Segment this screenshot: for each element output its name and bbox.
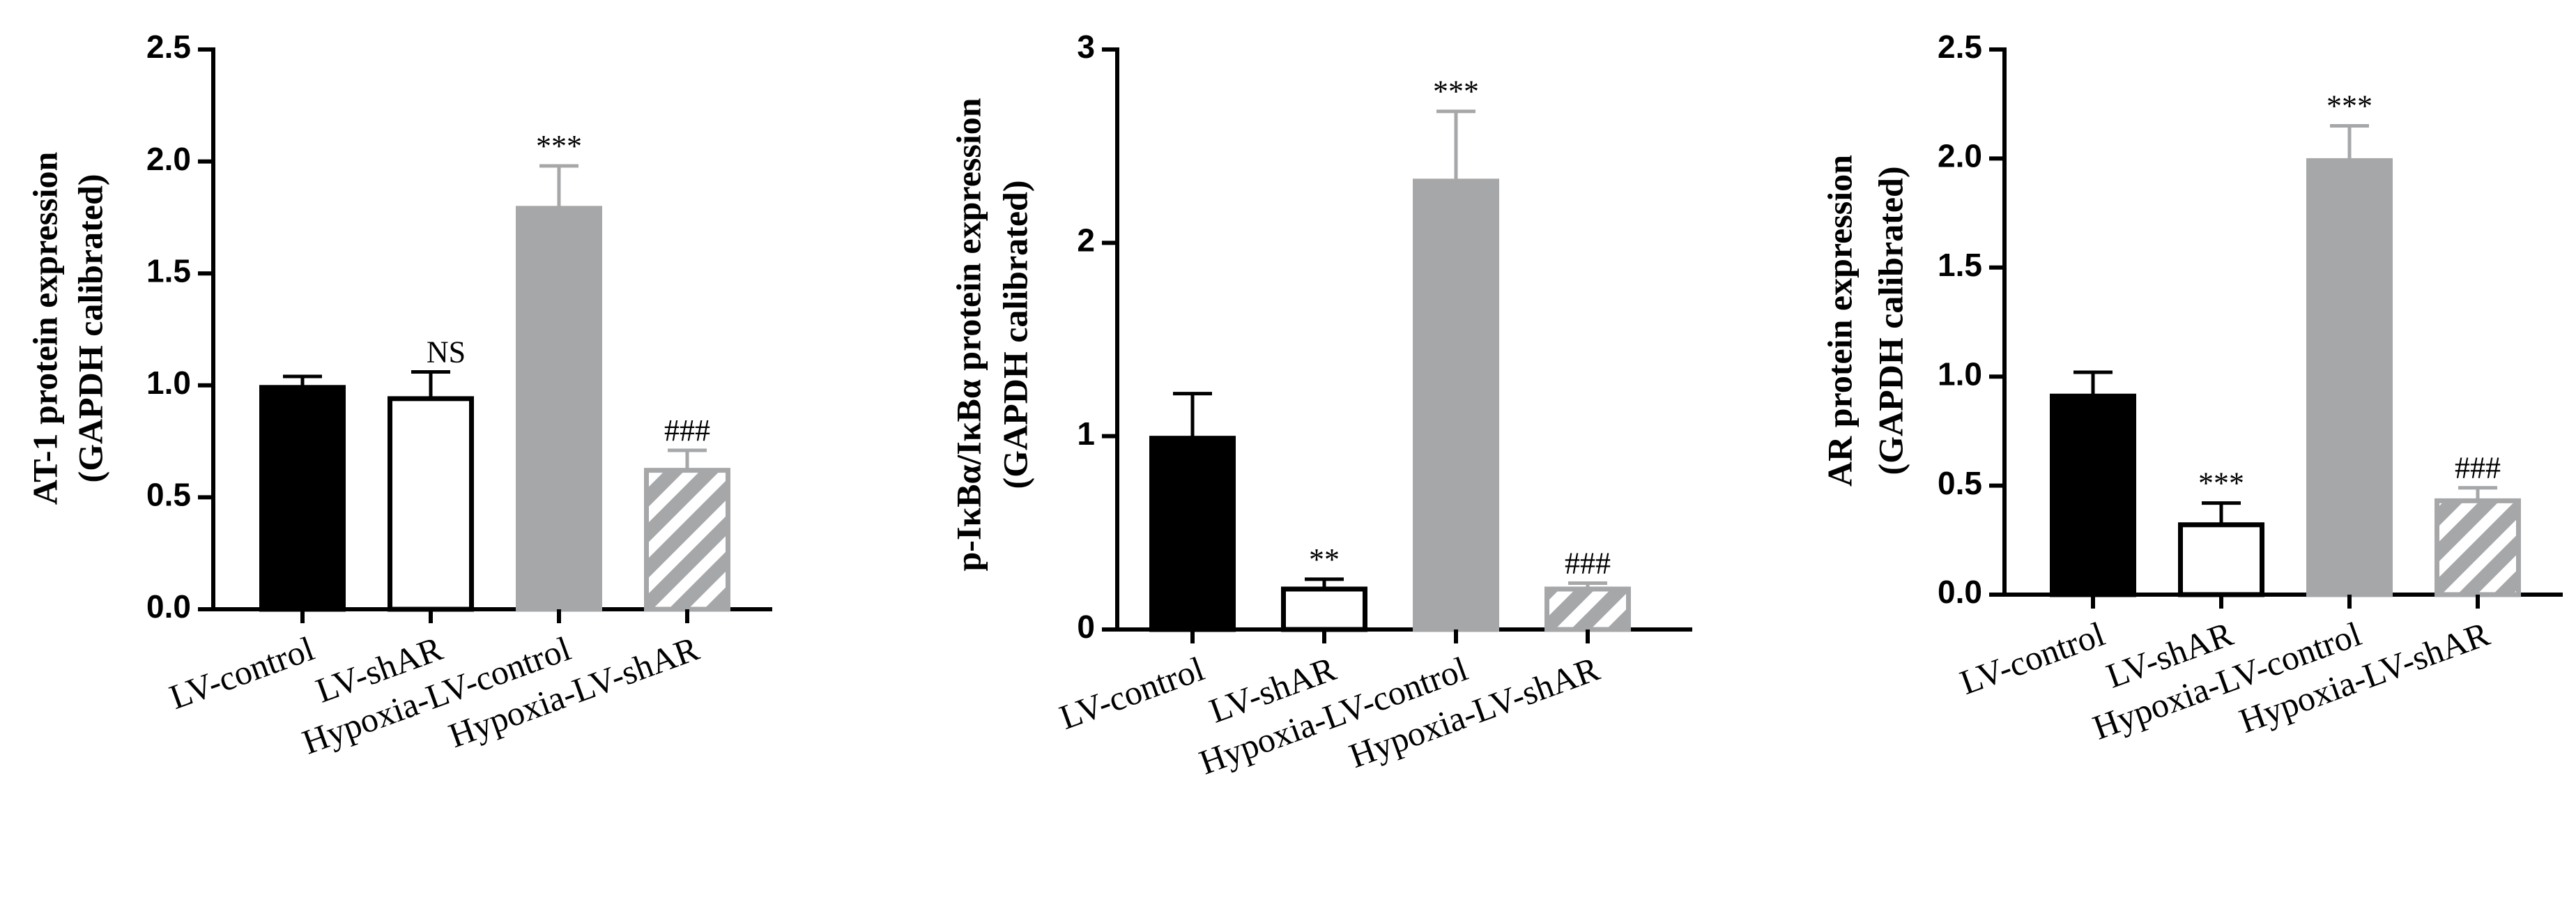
bar bbox=[1149, 436, 1236, 632]
significance-label: *** bbox=[1433, 75, 1479, 109]
bar bbox=[2050, 393, 2136, 597]
bar bbox=[2178, 522, 2264, 597]
y-tick-label: 2 bbox=[1077, 222, 1095, 258]
y-tick-label: 3 bbox=[1077, 29, 1095, 65]
bar bbox=[2306, 158, 2393, 597]
bar bbox=[1413, 178, 1499, 632]
x-tick-label: LV-control bbox=[1055, 649, 1209, 737]
significance-label: *** bbox=[2198, 466, 2244, 501]
y-tick-label: 2.0 bbox=[146, 141, 191, 177]
significance-label: NS bbox=[427, 335, 466, 369]
y-tick-label: 2.0 bbox=[1938, 138, 1982, 174]
y-tick-label: 2.5 bbox=[146, 29, 191, 65]
y-tick-label: 1.5 bbox=[146, 252, 191, 289]
y-tick-label: 1.0 bbox=[1938, 356, 1982, 392]
significance-label: ** bbox=[1309, 542, 1340, 577]
significance-label: ### bbox=[1565, 546, 1611, 580]
bar bbox=[644, 468, 730, 612]
y-tick-label: 2.5 bbox=[1938, 29, 1982, 65]
y-axis-label: AT-1 protein expression bbox=[25, 152, 64, 505]
bar bbox=[259, 385, 346, 612]
y-tick-label: 0.5 bbox=[1938, 465, 1982, 501]
y-tick-label: 1.0 bbox=[146, 365, 191, 401]
y-tick-label: 1 bbox=[1077, 415, 1095, 452]
bar bbox=[1544, 586, 1631, 632]
y-axis-label: (GAPDH calibrated) bbox=[70, 174, 109, 483]
x-tick-label: LV-control bbox=[164, 629, 319, 717]
y-axis-label: AR protein expression bbox=[1820, 155, 1859, 487]
y-axis-label: (GAPDH calibrated) bbox=[1871, 167, 1910, 475]
x-tick-label: LV-control bbox=[1955, 614, 2110, 702]
bar bbox=[2435, 498, 2521, 597]
bar bbox=[388, 396, 474, 612]
y-axis-label: p-IκBα/IκBα protein expression bbox=[949, 98, 988, 571]
y-tick-label: 0 bbox=[1077, 609, 1095, 645]
significance-label: ### bbox=[664, 413, 710, 448]
significance-label: *** bbox=[2326, 89, 2372, 123]
bar bbox=[1281, 586, 1367, 632]
bar bbox=[516, 206, 602, 612]
y-tick-label: 0.0 bbox=[146, 588, 191, 625]
significance-label: *** bbox=[536, 129, 582, 163]
y-tick-label: 0.5 bbox=[146, 477, 191, 513]
y-tick-label: 0.0 bbox=[1938, 574, 1982, 610]
y-tick-label: 1.5 bbox=[1938, 247, 1982, 283]
significance-label: ### bbox=[2455, 451, 2501, 485]
y-axis-label: (GAPDH calibrated) bbox=[995, 181, 1034, 489]
